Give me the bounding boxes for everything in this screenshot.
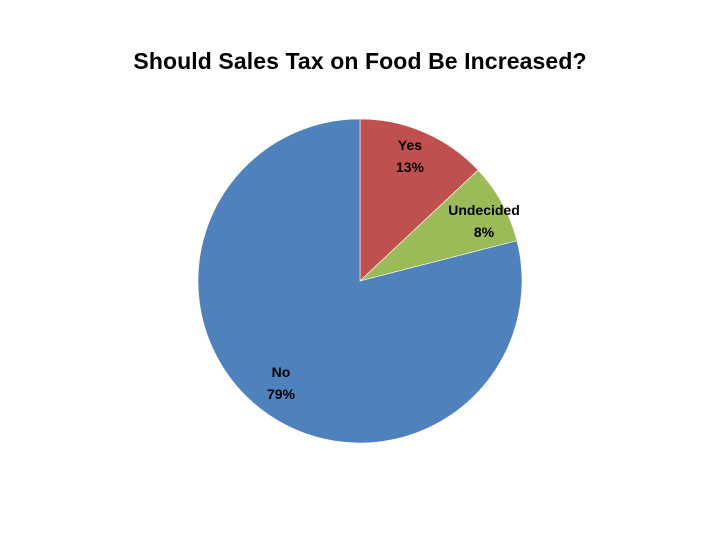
chart-title: Should Sales Tax on Food Be Increased? [133, 48, 587, 74]
slice-label-yes: Yes [398, 137, 422, 153]
slice-label-no: No [272, 364, 291, 380]
slice-value-yes: 13% [396, 159, 425, 175]
pie-slice-yes [359, 118, 479, 282]
slice-label-undecided: Undecided [448, 202, 520, 218]
pie-labels: Yes 13% Undecided 8% No 79% [267, 137, 520, 402]
slice-value-no: 79% [267, 386, 296, 402]
pie-slice-no [197, 118, 523, 444]
slice-value-undecided: 8% [474, 224, 495, 240]
pie-slices [197, 118, 523, 444]
